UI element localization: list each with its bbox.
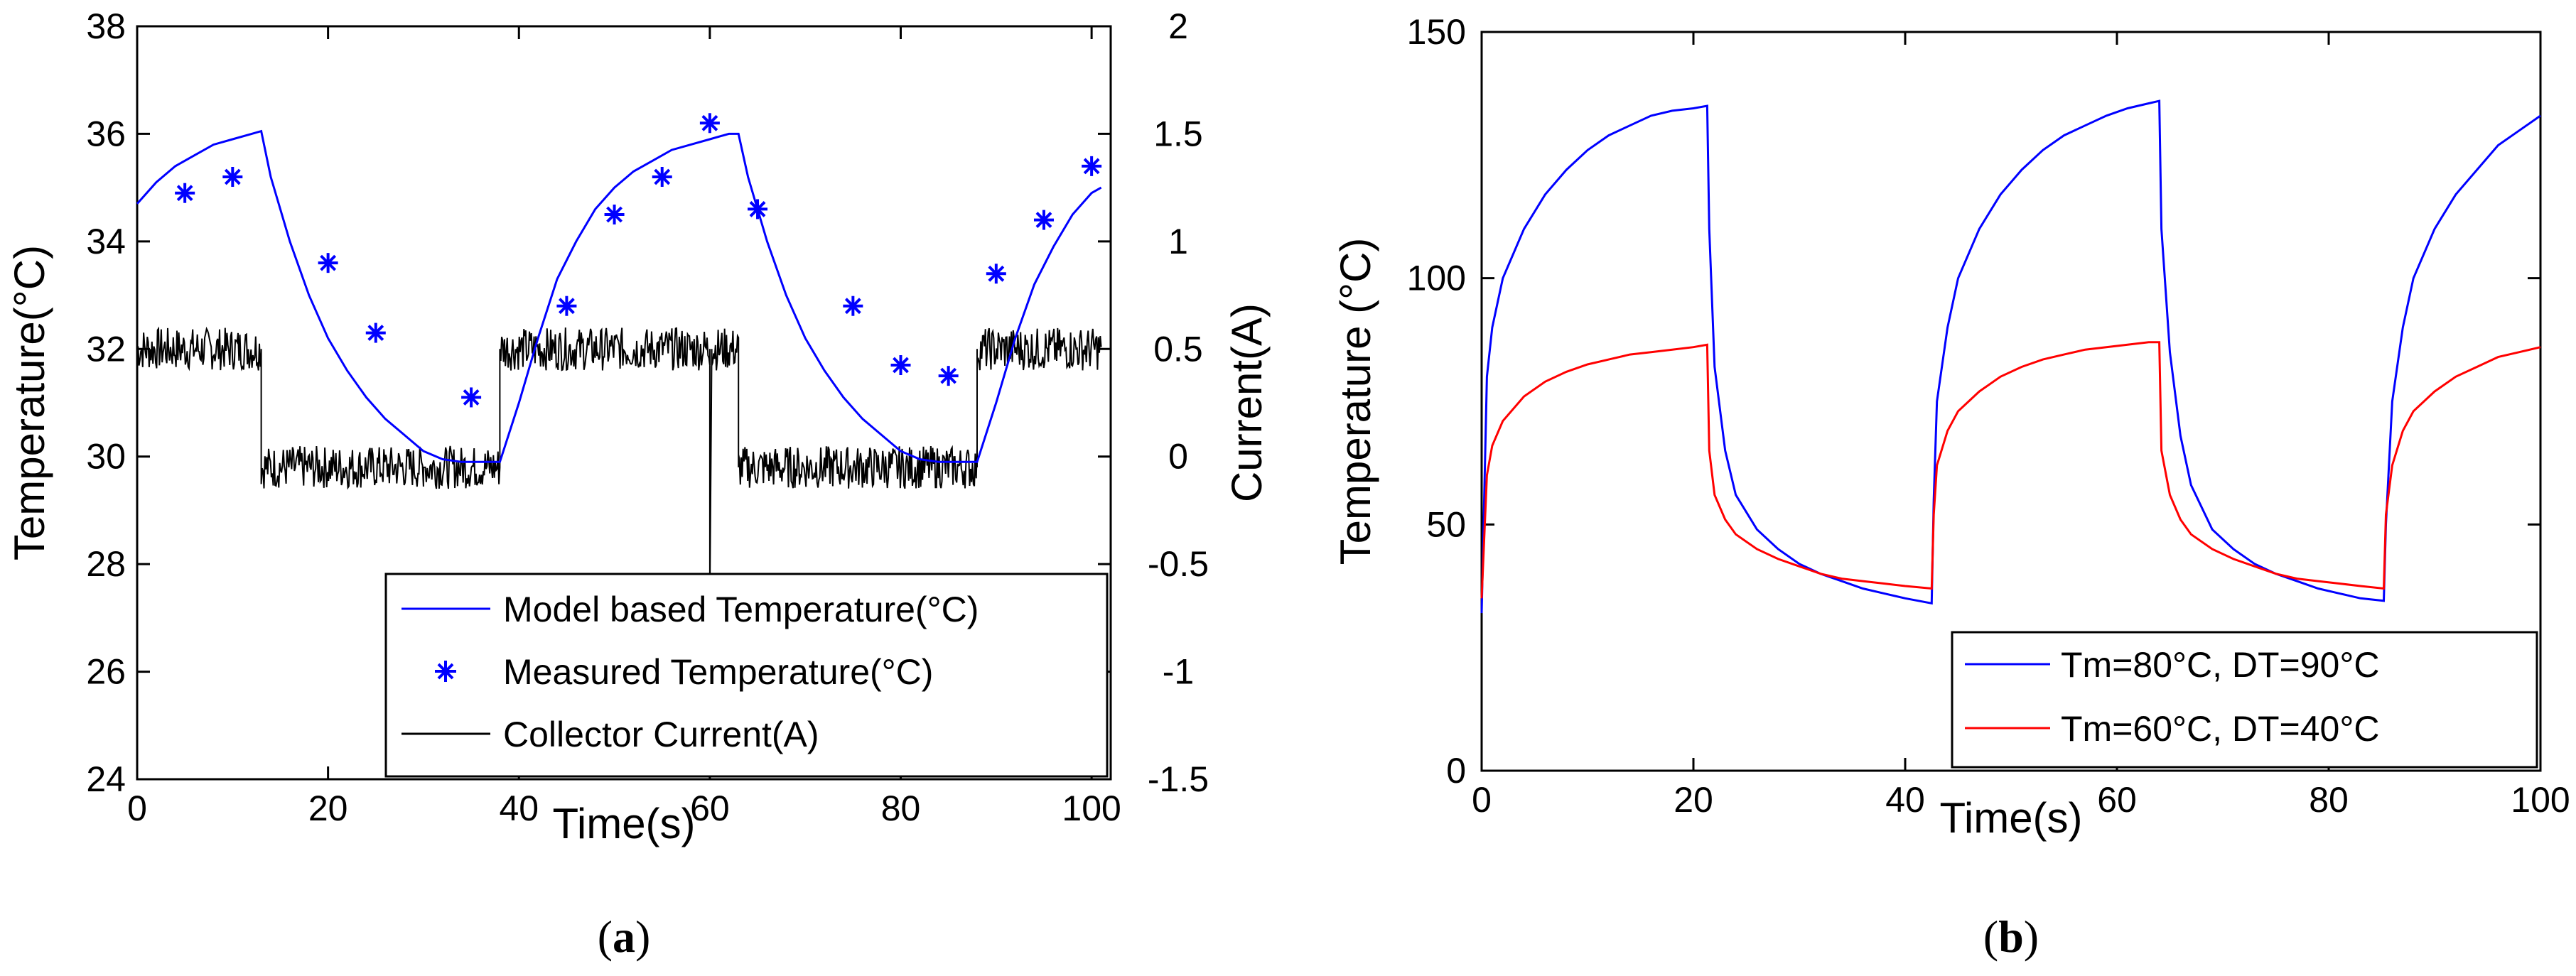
chart-a-ytick-label: 24 — [86, 759, 126, 799]
chart-b-ytick-label: 100 — [1407, 259, 1466, 298]
chart-a-legend-label-measured: Measured Temperature(°C) — [503, 652, 933, 692]
chart-b-xlabel: Time(s) — [1939, 794, 2082, 842]
chart-b-plot-frame — [1480, 31, 2542, 772]
chart-a-measured-point — [175, 183, 195, 203]
chart-a-ytick-label: 30 — [86, 437, 126, 477]
chart-a-plot-frame — [136, 25, 1112, 781]
chart-a-measured-point — [890, 355, 911, 375]
chart-a-ytick-label: 32 — [86, 329, 126, 369]
chart-b-series-blue-line — [1480, 99, 2541, 614]
chart-b-legend-label-red: Tm=60°C, DT=40°C — [2061, 709, 2379, 749]
chart-a-xtick-label: 40 — [499, 788, 539, 828]
chart-a-legend: Model based Temperature(°C) Measured Tem… — [384, 573, 1109, 778]
chart-a-measured-point — [604, 205, 625, 224]
chart-a-legend-label-model: Model based Temperature(°C) — [503, 590, 979, 629]
chart-a-xtick-label: 80 — [881, 788, 921, 828]
chart-a-measured-point — [1082, 156, 1102, 176]
chart-a-measured-point — [556, 295, 577, 316]
chart-b-series-red-line — [1480, 341, 2541, 599]
chart-a-model-series — [136, 129, 1102, 463]
chart-b-xtick-label: 60 — [2097, 780, 2137, 820]
chart-a-y2tick-label: -1 — [1163, 652, 1194, 692]
chart-b-xtick-label: 40 — [1885, 780, 1925, 820]
chart-a-caption: (a) — [598, 911, 651, 962]
chart-a-xtick-label: 20 — [308, 788, 348, 828]
chart-a-measured-point — [986, 264, 1006, 284]
chart-a-xtick-label: 60 — [690, 788, 730, 828]
chart-a-measured-point — [843, 295, 863, 316]
chart-a-measured-point — [938, 366, 959, 386]
chart-a-measured-point — [222, 167, 243, 187]
chart-a-y2tick-label: -1.5 — [1148, 759, 1209, 799]
chart-a-y2tick-label: -0.5 — [1148, 544, 1209, 584]
chart-a-measured-point — [318, 253, 338, 273]
chart-a-measured-point — [748, 199, 768, 219]
chart-a-ylabel: Temperature(°C) — [6, 245, 53, 560]
chart-b-xtick-label: 80 — [2309, 780, 2349, 820]
chart-a-current-series — [136, 326, 1102, 597]
chart-a-measured-point — [1033, 210, 1054, 230]
chart-a-legend-box — [384, 573, 1109, 778]
chart-b-ylabel: Temperature (°C) — [1332, 238, 1379, 565]
chart-a-legend-label-current: Collector Current(A) — [503, 715, 819, 754]
chart-a-model-line — [136, 129, 1102, 463]
chart-a-current-line — [136, 326, 1102, 597]
chart-a-ytick-label: 38 — [86, 6, 126, 46]
chart-a-legend-swatch-measured — [435, 661, 456, 682]
chart-a-measured-point — [365, 322, 386, 343]
chart-a-measured-series — [175, 113, 1102, 408]
chart-a-y2tick-label: 0.5 — [1153, 329, 1203, 369]
chart-a-xtick-label: 0 — [127, 788, 147, 828]
chart-a-y2label: Current(A) — [1223, 303, 1271, 502]
chart-a-y2tick-label: 0 — [1168, 437, 1188, 477]
chart-b-legend-box — [1951, 631, 2538, 769]
chart-a-measured-point — [461, 387, 482, 408]
chart-b-caption: (b) — [1983, 911, 2039, 962]
chart-a-ytick-label: 26 — [86, 652, 126, 692]
chart-a-y2tick-label: 1.5 — [1153, 114, 1203, 153]
chart-b-xtick-label: 100 — [2511, 780, 2570, 820]
chart-b: 0 20 40 60 80 100 0 50 100 150 Time(s) Temperatu… — [1332, 12, 2570, 962]
chart-b-xtick-label: 0 — [1472, 780, 1492, 820]
chart-a-measured-point — [699, 113, 720, 134]
chart-b-ytick-label: 150 — [1407, 12, 1466, 52]
chart-a-measured-point — [652, 167, 672, 187]
chart-a-ytick-label: 36 — [86, 114, 126, 153]
chart-b-ytick-label: 50 — [1426, 504, 1466, 544]
chart-a-xlabel: Time(s) — [552, 800, 695, 847]
chart-a-y2tick-label: 2 — [1168, 6, 1188, 46]
chart-a-y2tick-label: 1 — [1168, 222, 1188, 261]
chart-a-xtick-label: 100 — [1062, 788, 1121, 828]
chart-b-legend: Tm=80°C, DT=90°C Tm=60°C, DT=40°C — [1951, 631, 2538, 769]
chart-a-ytick-label: 28 — [86, 544, 126, 584]
chart-b-legend-label-blue: Tm=80°C, DT=90°C — [2061, 645, 2379, 685]
chart-a-ytick-label: 34 — [86, 222, 126, 261]
chart-b-xtick-label: 20 — [1674, 780, 1713, 820]
chart-b-ytick-label: 0 — [1446, 751, 1466, 791]
